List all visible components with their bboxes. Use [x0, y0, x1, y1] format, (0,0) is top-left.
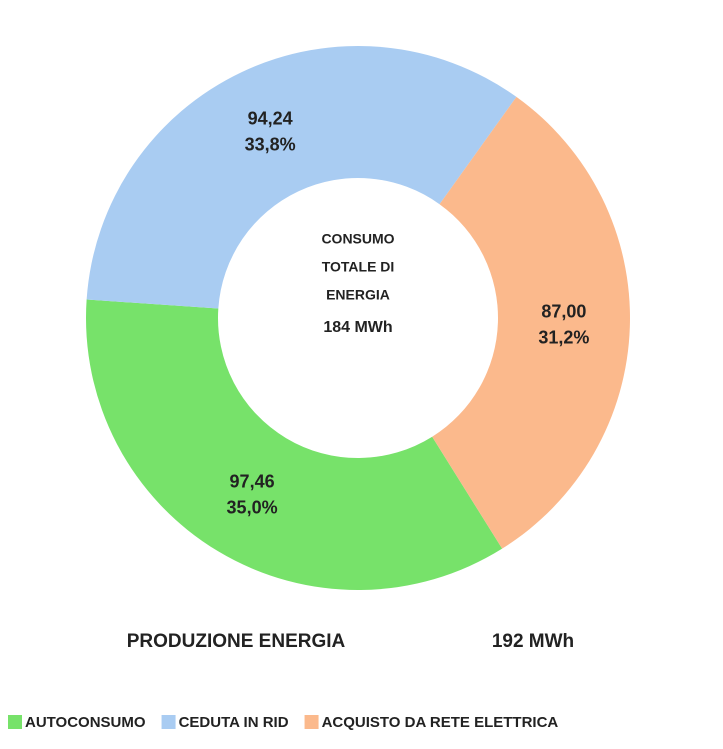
- legend-swatch: [8, 715, 22, 729]
- value-label: 97,46: [230, 471, 275, 491]
- donut-slice: [86, 46, 517, 309]
- legend-swatch: [161, 715, 176, 729]
- percent-label: 33,8%: [245, 134, 296, 154]
- value-label: 87,00: [541, 301, 586, 321]
- center-title: ENERGIA: [326, 287, 390, 303]
- percent-label: 31,2%: [538, 327, 589, 347]
- footer-label: PRODUZIONE ENERGIA: [127, 631, 346, 652]
- legend-label: AUTOCONSUMO: [25, 714, 146, 731]
- center-title: CONSUMO: [321, 231, 394, 247]
- legend-label: ACQUISTO DA RETE ELETTRICA: [322, 714, 559, 731]
- legend-swatch: [304, 715, 319, 729]
- center-title: TOTALE DI: [322, 259, 395, 275]
- donut-slice: [85, 299, 503, 590]
- value-label: 94,24: [248, 108, 293, 128]
- center-value: 184 MWh: [323, 319, 392, 336]
- legend-label: CEDUTA IN RID: [179, 714, 289, 731]
- donut-slice: [432, 96, 630, 549]
- footer-value: 192 MWh: [492, 631, 574, 652]
- percent-label: 35,0%: [227, 497, 278, 517]
